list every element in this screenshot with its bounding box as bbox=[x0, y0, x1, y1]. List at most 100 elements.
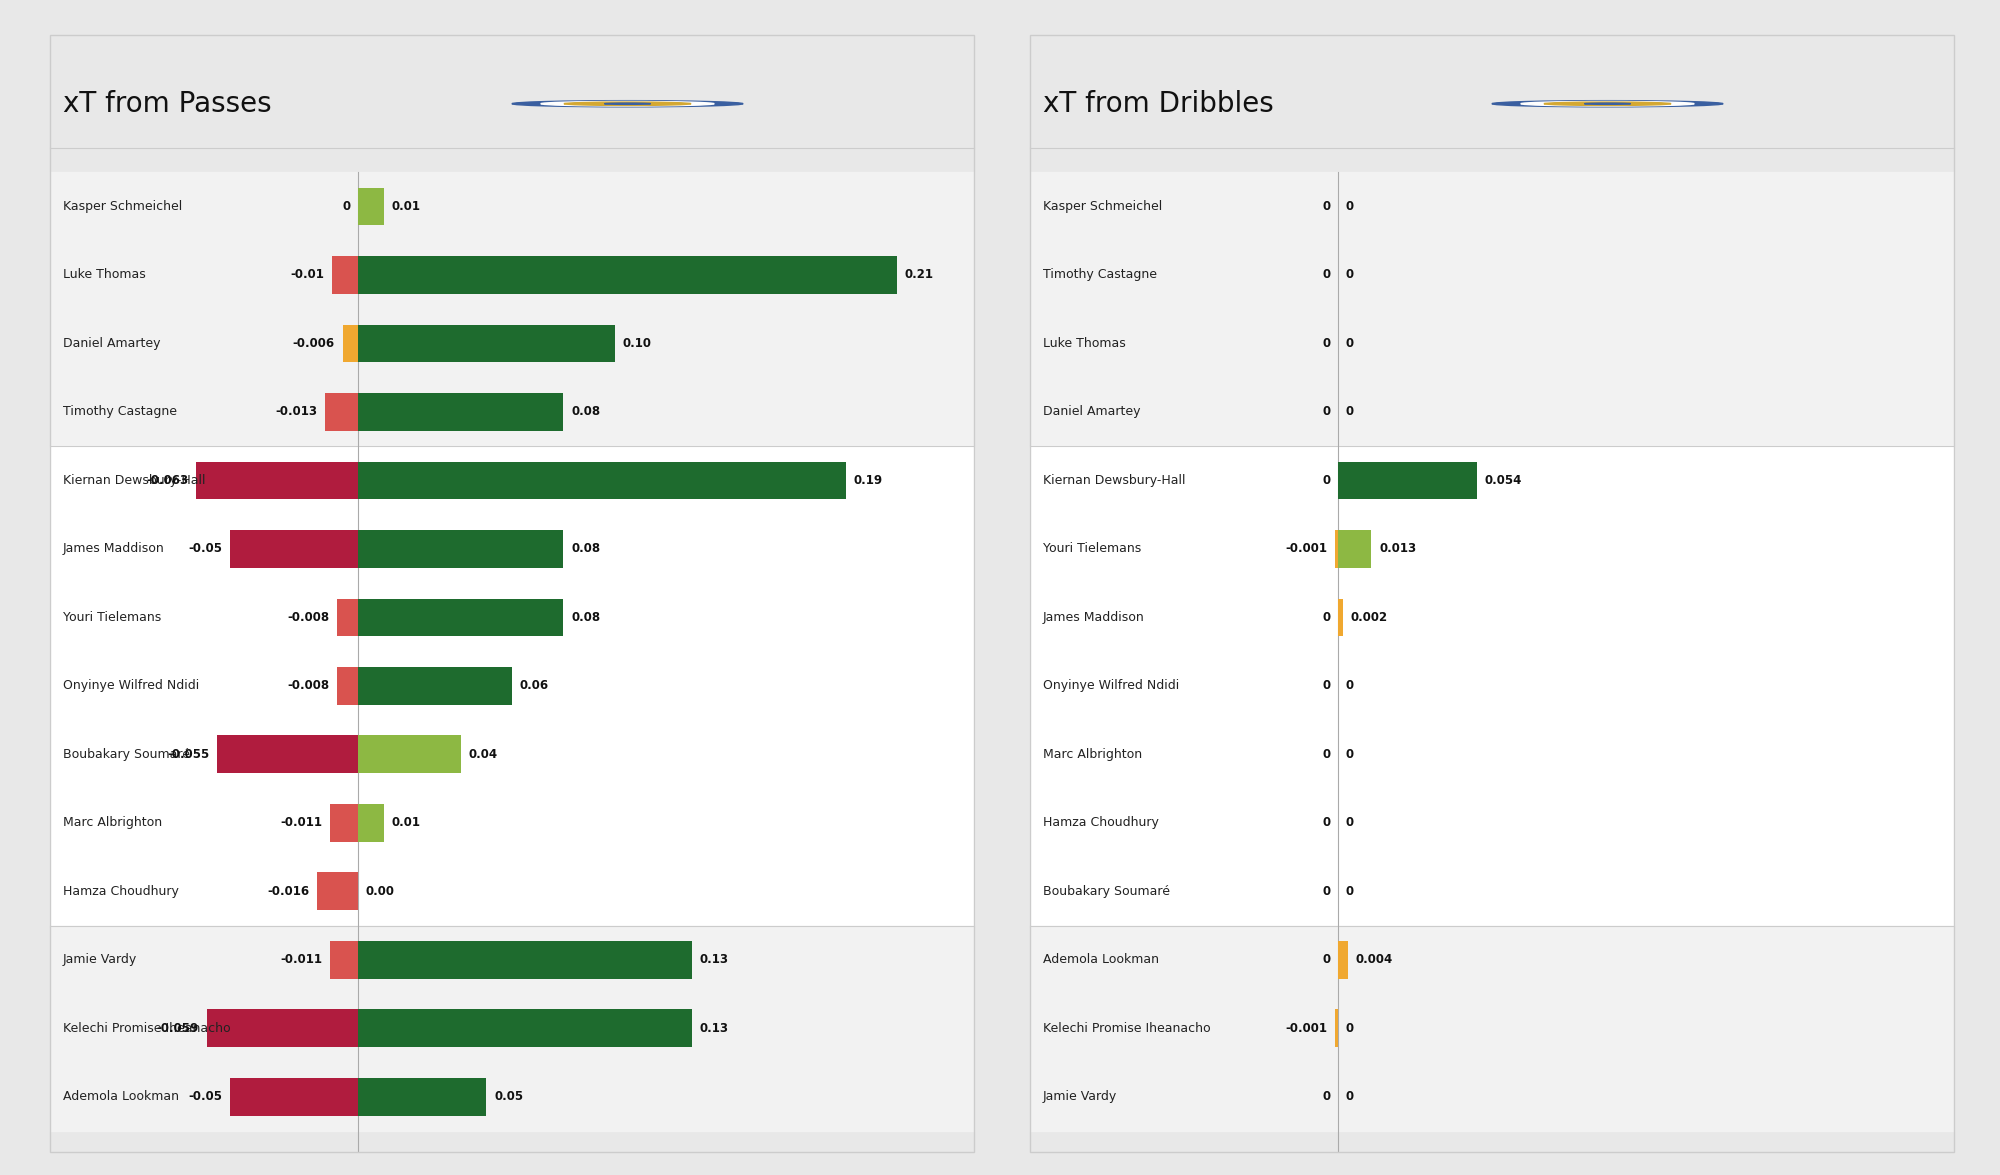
Text: Boubakary Soumaré: Boubakary Soumaré bbox=[62, 747, 190, 760]
Text: James Maddison: James Maddison bbox=[1042, 611, 1144, 624]
Text: 0: 0 bbox=[1346, 679, 1354, 692]
Bar bbox=[1338, 941, 1348, 979]
Text: Kelechi Promise Iheanacho: Kelechi Promise Iheanacho bbox=[62, 1022, 230, 1035]
Text: James Maddison: James Maddison bbox=[62, 543, 164, 556]
Text: Youri Tielemans: Youri Tielemans bbox=[1042, 543, 1142, 556]
Circle shape bbox=[1520, 101, 1694, 106]
Bar bbox=[1338, 462, 1476, 499]
Text: 0: 0 bbox=[1346, 200, 1354, 213]
Circle shape bbox=[564, 102, 692, 106]
Bar bbox=[358, 941, 692, 979]
Text: 0.06: 0.06 bbox=[520, 679, 548, 692]
Text: 0: 0 bbox=[1346, 268, 1354, 282]
Bar bbox=[358, 598, 564, 636]
Bar bbox=[358, 1077, 486, 1115]
Text: Timothy Castagne: Timothy Castagne bbox=[62, 405, 176, 418]
Text: 0: 0 bbox=[1346, 885, 1354, 898]
Bar bbox=[358, 530, 564, 568]
Text: 0: 0 bbox=[1346, 747, 1354, 760]
Bar bbox=[358, 394, 564, 431]
Text: 0.08: 0.08 bbox=[572, 405, 600, 418]
Text: 0: 0 bbox=[1322, 885, 1330, 898]
Bar bbox=[1030, 446, 1954, 926]
Text: 0: 0 bbox=[1322, 474, 1330, 486]
Bar bbox=[338, 598, 358, 636]
Text: Daniel Amartey: Daniel Amartey bbox=[1042, 405, 1140, 418]
Bar bbox=[316, 872, 358, 911]
Text: 0: 0 bbox=[1322, 200, 1330, 213]
Text: -0.059: -0.059 bbox=[156, 1022, 198, 1035]
Text: 0: 0 bbox=[1322, 679, 1330, 692]
Text: Jamie Vardy: Jamie Vardy bbox=[62, 953, 138, 966]
Text: Kelechi Promise Iheanacho: Kelechi Promise Iheanacho bbox=[1042, 1022, 1210, 1035]
Bar bbox=[358, 188, 384, 226]
Circle shape bbox=[1544, 102, 1672, 106]
Text: Hamza Choudhury: Hamza Choudhury bbox=[62, 885, 178, 898]
Text: 0: 0 bbox=[1346, 1022, 1354, 1035]
Text: Ademola Lookman: Ademola Lookman bbox=[62, 1090, 178, 1103]
Text: 0.10: 0.10 bbox=[622, 337, 652, 350]
Text: -0.063: -0.063 bbox=[146, 474, 188, 486]
Bar bbox=[1336, 1009, 1338, 1047]
Circle shape bbox=[1492, 101, 1724, 107]
Text: Kiernan Dewsbury-Hall: Kiernan Dewsbury-Hall bbox=[1042, 474, 1186, 486]
Bar bbox=[332, 256, 358, 294]
Text: Kiernan Dewsbury-Hall: Kiernan Dewsbury-Hall bbox=[62, 474, 206, 486]
Text: -0.011: -0.011 bbox=[280, 953, 322, 966]
Text: -0.01: -0.01 bbox=[290, 268, 324, 282]
Bar bbox=[1336, 530, 1338, 568]
Text: xT from Passes: xT from Passes bbox=[62, 89, 272, 118]
Circle shape bbox=[512, 101, 744, 107]
Text: 0.04: 0.04 bbox=[468, 747, 498, 760]
Text: 0: 0 bbox=[1346, 337, 1354, 350]
Text: -0.006: -0.006 bbox=[292, 337, 334, 350]
Circle shape bbox=[1584, 103, 1630, 105]
Text: 0: 0 bbox=[1322, 953, 1330, 966]
Bar bbox=[50, 446, 974, 926]
Bar bbox=[342, 324, 358, 362]
Bar bbox=[230, 530, 358, 568]
Text: 0.08: 0.08 bbox=[572, 611, 600, 624]
Text: -0.001: -0.001 bbox=[1286, 543, 1328, 556]
Text: 0: 0 bbox=[342, 200, 350, 213]
Circle shape bbox=[540, 101, 714, 106]
Text: Onyinye Wilfred Ndidi: Onyinye Wilfred Ndidi bbox=[1042, 679, 1180, 692]
Text: Marc Albrighton: Marc Albrighton bbox=[62, 817, 162, 830]
Bar bbox=[216, 736, 358, 773]
Text: Luke Thomas: Luke Thomas bbox=[1042, 337, 1126, 350]
Bar bbox=[358, 1009, 692, 1047]
Text: -0.05: -0.05 bbox=[188, 1090, 222, 1103]
Text: Jamie Vardy: Jamie Vardy bbox=[1042, 1090, 1118, 1103]
Text: Daniel Amartey: Daniel Amartey bbox=[62, 337, 160, 350]
Text: 0: 0 bbox=[1322, 268, 1330, 282]
Text: -0.055: -0.055 bbox=[166, 747, 210, 760]
Text: -0.013: -0.013 bbox=[274, 405, 316, 418]
Text: 0.01: 0.01 bbox=[392, 817, 420, 830]
Bar bbox=[330, 804, 358, 841]
Bar bbox=[358, 324, 614, 362]
Text: 0.00: 0.00 bbox=[366, 885, 394, 898]
Text: 0: 0 bbox=[1322, 817, 1330, 830]
Bar bbox=[358, 462, 846, 499]
Text: 0: 0 bbox=[1322, 611, 1330, 624]
Bar bbox=[50, 926, 974, 1132]
Text: 0.21: 0.21 bbox=[904, 268, 934, 282]
Bar bbox=[358, 736, 460, 773]
Bar bbox=[1338, 598, 1344, 636]
Text: -0.008: -0.008 bbox=[288, 679, 330, 692]
Text: Ademola Lookman: Ademola Lookman bbox=[1042, 953, 1158, 966]
Text: 0.054: 0.054 bbox=[1484, 474, 1522, 486]
Bar bbox=[324, 394, 358, 431]
Bar bbox=[1030, 173, 1954, 446]
Text: Timothy Castagne: Timothy Castagne bbox=[1042, 268, 1156, 282]
Bar bbox=[358, 667, 512, 705]
Text: 0.08: 0.08 bbox=[572, 543, 600, 556]
Bar bbox=[206, 1009, 358, 1047]
Text: Hamza Choudhury: Hamza Choudhury bbox=[1042, 817, 1158, 830]
Circle shape bbox=[604, 103, 650, 105]
Text: -0.016: -0.016 bbox=[268, 885, 310, 898]
Text: 0: 0 bbox=[1346, 1090, 1354, 1103]
Text: 0: 0 bbox=[1322, 747, 1330, 760]
Bar bbox=[330, 941, 358, 979]
Text: Boubakary Soumaré: Boubakary Soumaré bbox=[1042, 885, 1170, 898]
